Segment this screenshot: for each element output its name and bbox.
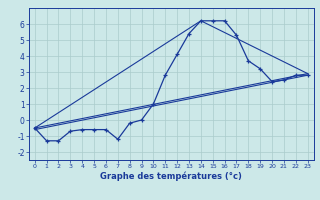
X-axis label: Graphe des températures (°c): Graphe des températures (°c) bbox=[100, 172, 242, 181]
